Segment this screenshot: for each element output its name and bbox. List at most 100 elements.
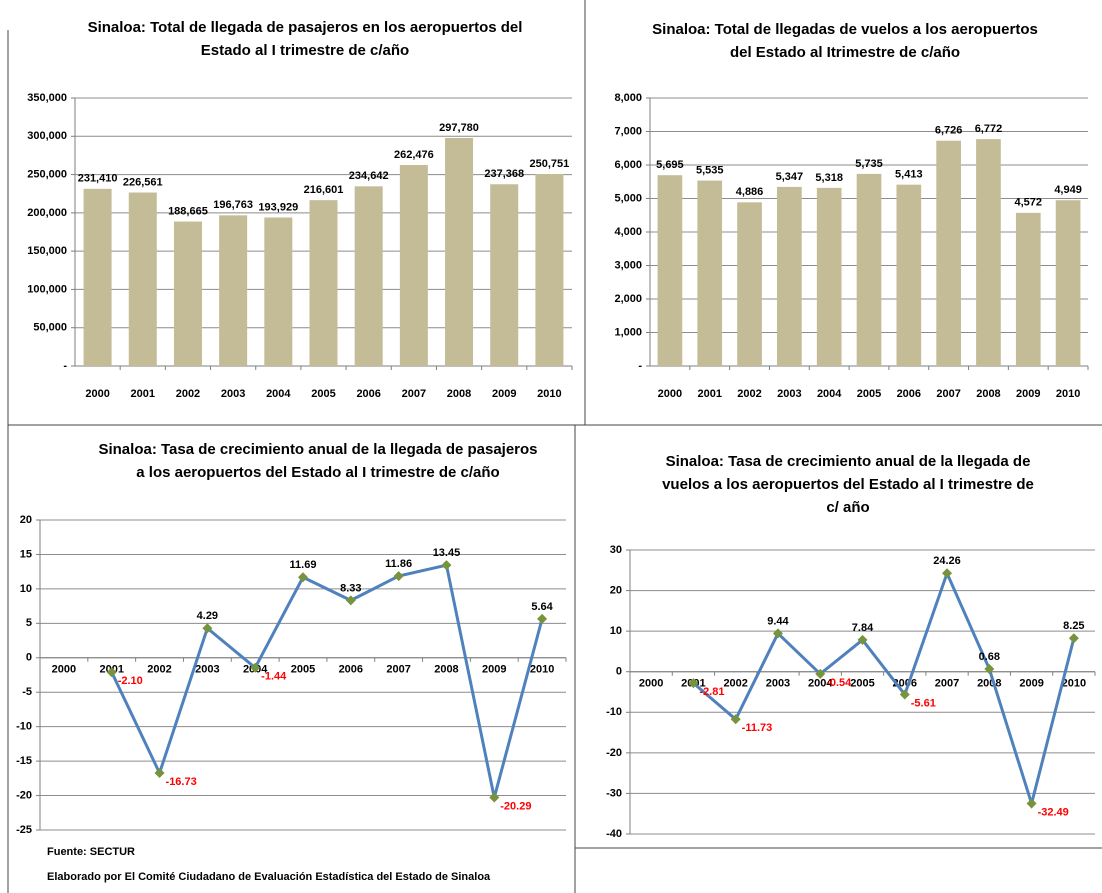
bar — [445, 137, 474, 366]
x-tick-label: 2006 — [356, 388, 380, 400]
marker — [688, 678, 699, 689]
y-tick-label: -20 — [16, 789, 32, 801]
x-tick-label: 2005 — [857, 388, 881, 400]
x-tick-label: 2010 — [1062, 678, 1086, 690]
marker — [730, 714, 741, 725]
bar — [1055, 200, 1081, 366]
data-label: -5.61 — [911, 697, 936, 709]
line — [110, 563, 544, 798]
y-tick-label: 3,000 — [614, 259, 642, 271]
y-tick-label: -25 — [16, 824, 32, 836]
y-tick-label: 5,000 — [614, 192, 642, 204]
data-label: -11.73 — [742, 722, 773, 734]
y-tick-label: 0 — [26, 652, 32, 664]
data-label: 4,886 — [736, 186, 764, 198]
bar — [490, 184, 519, 366]
bar — [1015, 212, 1041, 366]
y-tick-label: 250,000 — [27, 168, 67, 180]
data-label: 8.25 — [1063, 620, 1084, 632]
chart-title: c/ año — [826, 499, 869, 516]
bar — [936, 140, 961, 366]
x-tick-label: 2005 — [311, 388, 335, 400]
data-label: 0.68 — [979, 651, 1000, 663]
y-tick-label: -30 — [606, 787, 622, 799]
x-tick-label: 2001 — [131, 388, 155, 400]
data-label: 216,601 — [304, 184, 344, 196]
data-label: 5.64 — [531, 601, 553, 613]
y-tick-label: 10 — [20, 583, 32, 595]
x-tick-label: 2009 — [1019, 678, 1043, 690]
data-label: 11.86 — [385, 558, 412, 570]
bar — [354, 186, 383, 366]
data-label: 234,642 — [349, 170, 389, 182]
data-label: 262,476 — [394, 149, 434, 161]
x-tick-label: 2000 — [52, 664, 76, 676]
y-tick-label: -5 — [22, 686, 32, 698]
y-tick-label: 6,000 — [614, 159, 642, 171]
bar — [219, 215, 248, 366]
y-tick-label: -20 — [606, 747, 622, 759]
data-label: -2.10 — [118, 675, 143, 687]
x-tick-label: 2000 — [639, 678, 663, 690]
y-tick-label: 4,000 — [614, 226, 642, 238]
y-tick-label: 350,000 — [27, 92, 67, 104]
data-label: 4.29 — [197, 610, 218, 622]
chart-title: del Estado al Itrimestre de c/año — [730, 44, 960, 61]
data-label: -0.54 — [826, 677, 852, 689]
x-tick-label: 2009 — [492, 388, 516, 400]
y-tick-label: 5 — [26, 617, 32, 629]
x-tick-label: 2003 — [221, 388, 245, 400]
y-tick-label: - — [638, 360, 642, 372]
data-label: 24.26 — [933, 555, 961, 567]
data-label: 5,695 — [656, 159, 684, 171]
bar — [399, 165, 428, 366]
data-label: 5,318 — [815, 172, 843, 184]
y-tick-label: - — [63, 360, 67, 372]
data-label: -1.44 — [261, 671, 287, 683]
bar — [896, 184, 922, 366]
data-label: 4,572 — [1015, 197, 1043, 209]
x-tick-label: 2006 — [339, 664, 363, 676]
x-tick-label: 2007 — [402, 388, 426, 400]
y-tick-label: 20 — [20, 514, 32, 526]
bar — [657, 175, 683, 366]
bar — [816, 187, 842, 366]
chart-title: Sinaloa: Total de llegada de pasajeros e… — [88, 19, 523, 36]
bar — [264, 217, 293, 366]
y-tick-label: 2,000 — [614, 293, 642, 305]
bar — [976, 139, 1001, 366]
bar — [777, 186, 802, 366]
marker — [537, 613, 548, 624]
data-label: 5,347 — [776, 171, 804, 183]
data-label: -20.29 — [500, 800, 531, 812]
y-tick-label: 7,000 — [614, 125, 642, 137]
chart-title: a los aeropuertos del Estado al I trimes… — [136, 464, 499, 481]
x-tick-label: 2003 — [777, 388, 801, 400]
x-tick-label: 2008 — [976, 388, 1000, 400]
data-label: 193,929 — [258, 201, 298, 213]
data-label: 13.45 — [433, 547, 461, 559]
data-label: 297,780 — [439, 122, 479, 134]
x-tick-label: 2008 — [977, 678, 1001, 690]
x-tick-label: 2004 — [808, 678, 833, 690]
x-tick-label: 2003 — [766, 678, 790, 690]
y-tick-label: 100,000 — [27, 283, 67, 295]
x-tick-label: 2007 — [386, 664, 410, 676]
marker — [772, 628, 783, 639]
chart-title: Sinaloa: Tasa de crecimiento anual de la… — [98, 441, 537, 458]
marker — [942, 568, 953, 579]
marker — [298, 572, 308, 583]
marker — [1068, 633, 1079, 644]
data-label: -2.81 — [699, 686, 724, 698]
bar — [697, 180, 723, 366]
y-tick-label: -15 — [16, 755, 32, 767]
marker — [489, 792, 500, 803]
bar — [128, 192, 157, 366]
x-tick-label: 2000 — [658, 388, 682, 400]
marker — [984, 663, 995, 674]
marker — [106, 667, 117, 678]
data-label: -32.49 — [1038, 806, 1069, 818]
data-label: 4,949 — [1054, 184, 1082, 196]
data-label: 196,763 — [213, 199, 253, 211]
data-label: 231,410 — [78, 173, 118, 185]
